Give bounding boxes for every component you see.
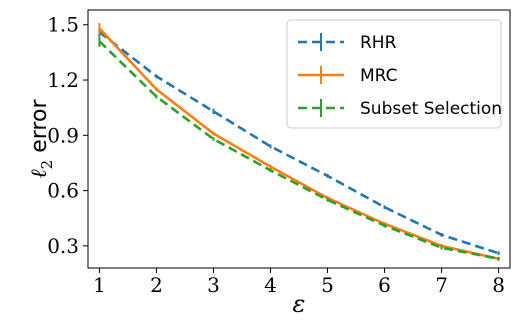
legend: RHR MRC Subset Selection [286, 19, 502, 129]
legend-label-2: Subset Selection [360, 99, 502, 119]
data-point [155, 75, 158, 78]
legend-label-0: RHR [360, 33, 397, 53]
x-tick-label: 1 [93, 273, 106, 297]
x-axis-ticks: 1 2 3 4 5 6 7 8 [93, 268, 505, 297]
data-point [212, 110, 215, 113]
y-axis-label-text: error [27, 99, 52, 160]
y-tick-label: 0.6 [47, 179, 79, 203]
data-point [326, 199, 329, 201]
data-point [212, 138, 215, 140]
series-line-1 [98, 27, 499, 261]
data-point [155, 88, 158, 91]
data-point [98, 27, 101, 30]
series-line-0 [98, 31, 499, 255]
data-point [383, 224, 386, 227]
y-axis-label-math: ℓ [27, 168, 52, 178]
x-tick-label: 8 [492, 273, 505, 297]
data-point [269, 145, 272, 148]
x-tick-label: 2 [150, 273, 163, 297]
data-point [440, 246, 443, 249]
legend-label-1: MRC [360, 66, 398, 86]
data-point [269, 165, 272, 168]
y-tick-label: 0.9 [47, 123, 79, 147]
data-point [440, 234, 443, 236]
data-point [497, 252, 500, 255]
x-tick-label: 4 [264, 273, 277, 297]
x-axis-label: ε [293, 290, 306, 318]
data-point [497, 257, 500, 260]
legend-box [286, 19, 502, 129]
data-point [98, 40, 101, 43]
x-tick-label: 3 [207, 273, 220, 297]
series-line-2 [98, 40, 499, 261]
data-point [326, 175, 329, 177]
data-point [212, 132, 215, 135]
data-point [383, 206, 386, 208]
x-tick-label: 7 [435, 273, 448, 297]
y-tick-label: 1.5 [47, 13, 79, 37]
data-point [269, 169, 272, 172]
y-axis-label-sub: 2 [38, 160, 56, 170]
y-axis-label: ℓ2 error [27, 99, 56, 179]
y-axis-ticks: 0.3 0.6 0.9 1.2 1.5 [47, 13, 88, 258]
y-tick-label: 1.2 [47, 68, 79, 92]
x-tick-label: 6 [378, 273, 391, 297]
x-tick-label: 5 [321, 273, 334, 297]
data-point [155, 95, 158, 98]
y-tick-label: 0.3 [47, 234, 79, 258]
series-layer [98, 22, 500, 261]
plot-frame [87, 9, 511, 269]
